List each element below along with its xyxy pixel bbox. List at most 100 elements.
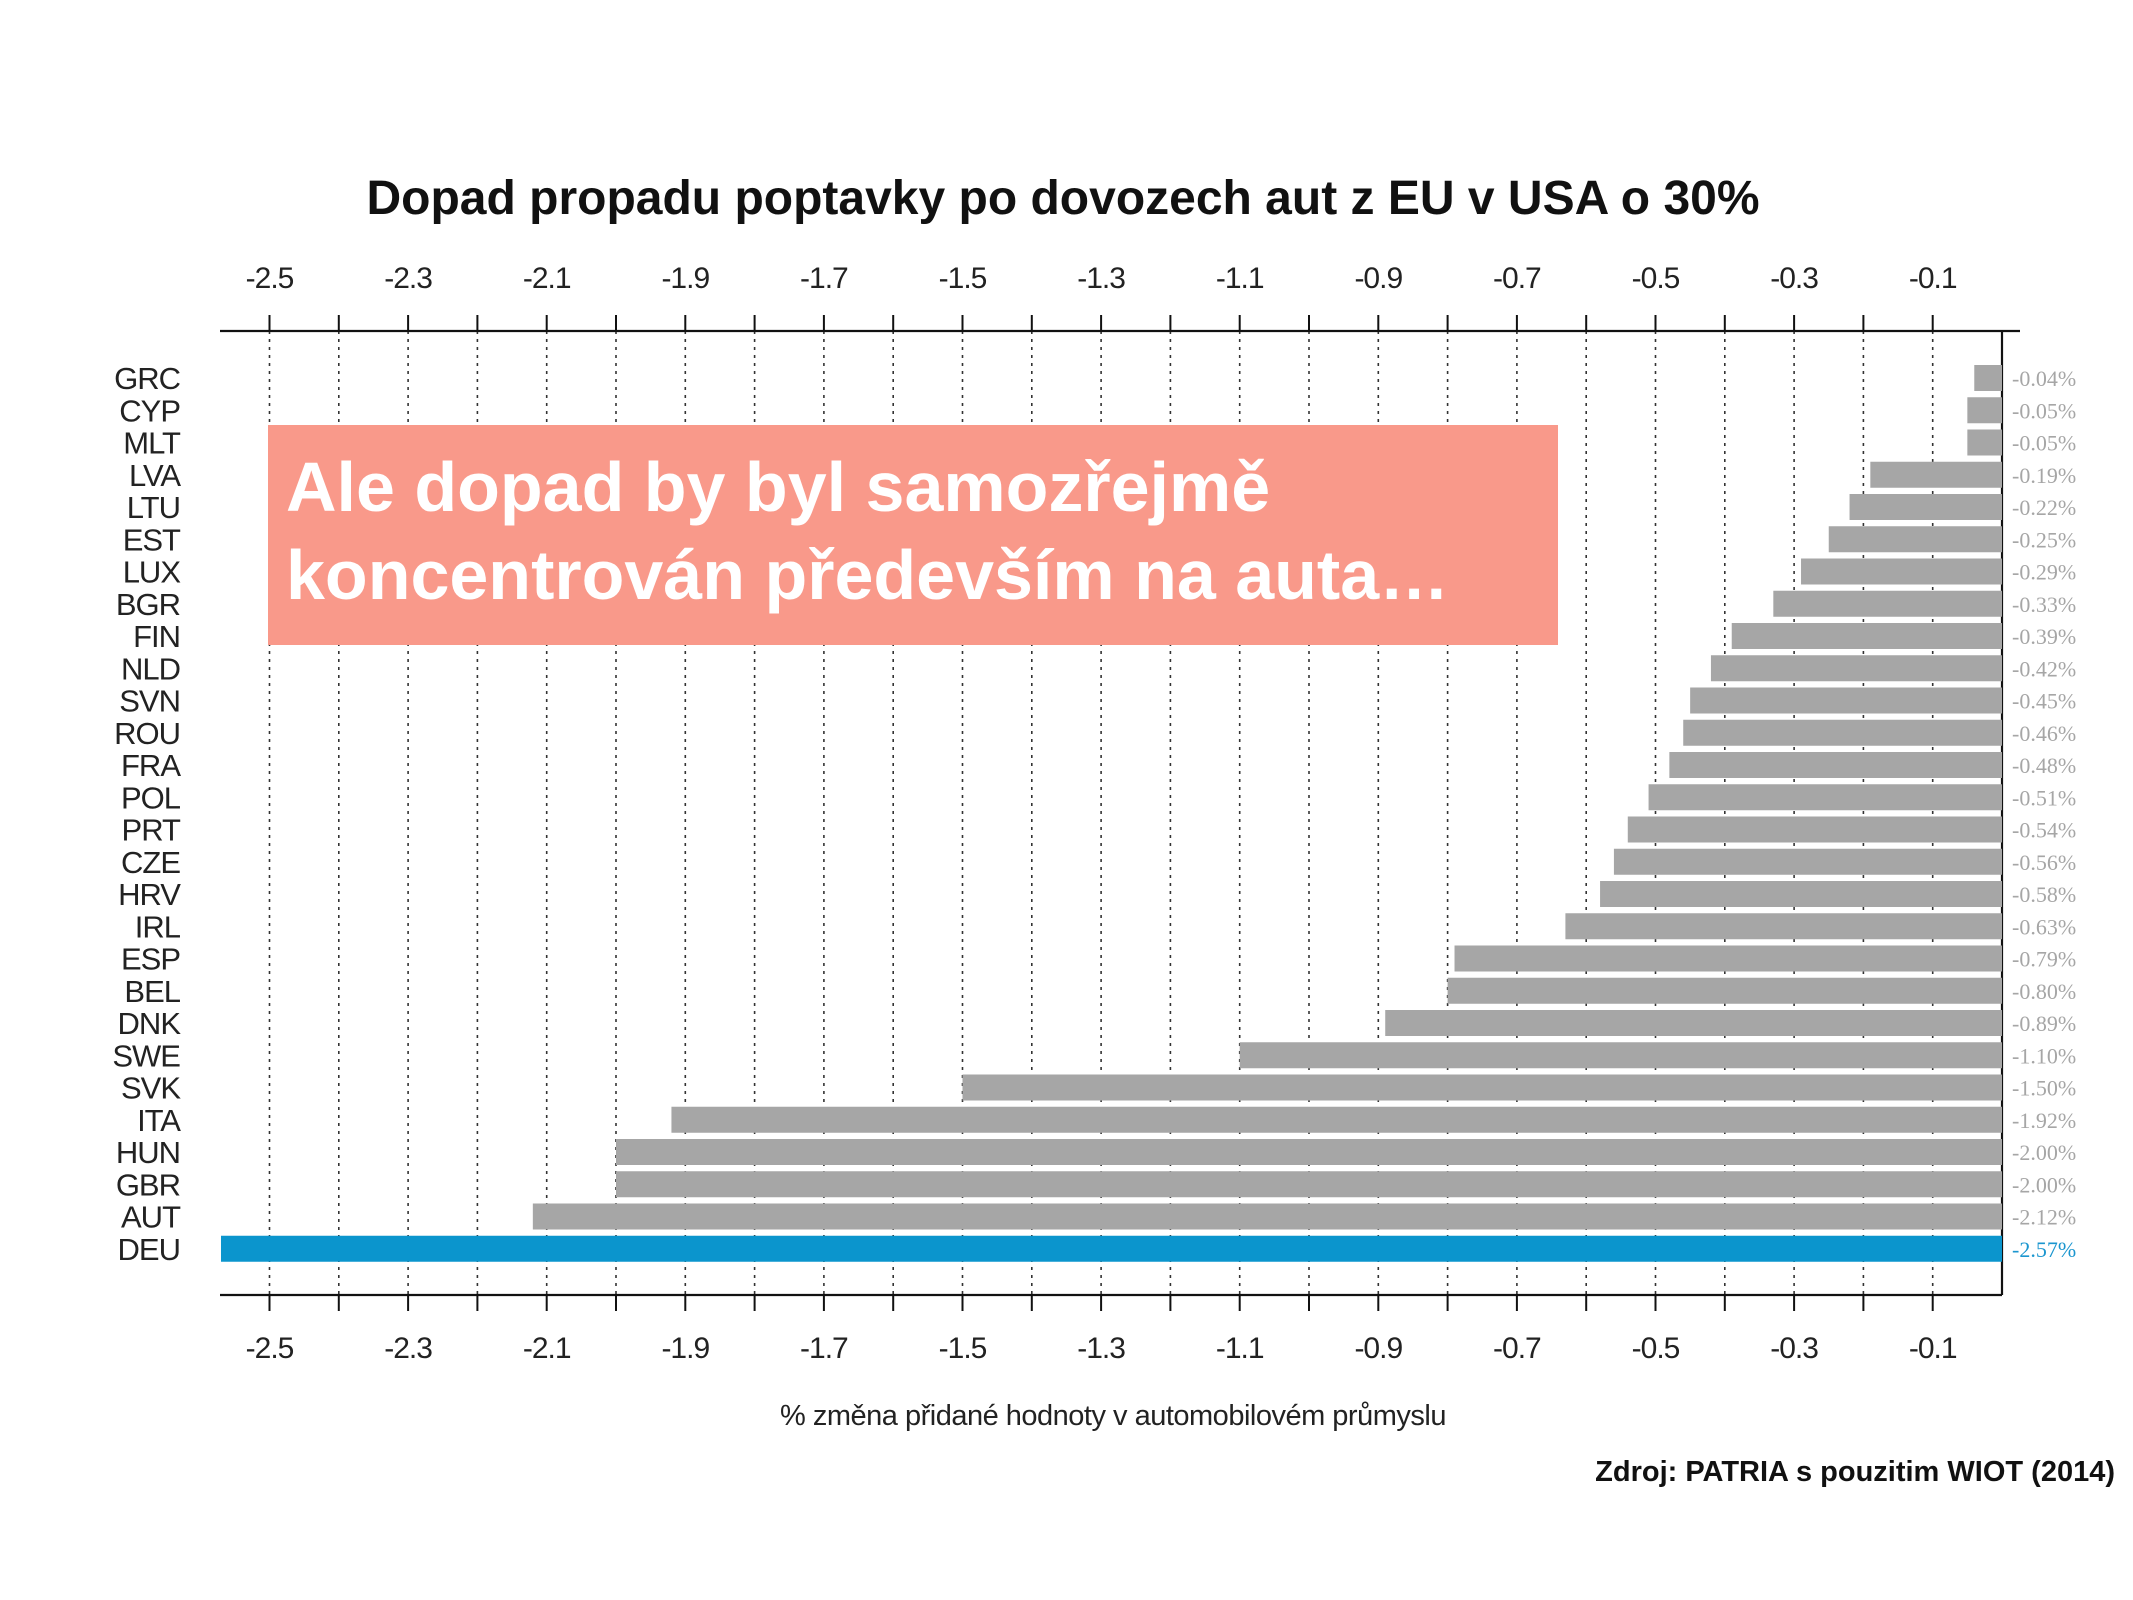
value-label: -2.12% bbox=[2012, 1205, 2076, 1230]
bar-bgr bbox=[1773, 590, 2002, 617]
value-label: -0.05% bbox=[2012, 398, 2076, 423]
category-label: GRC bbox=[114, 361, 181, 396]
category-label: MLT bbox=[123, 426, 181, 461]
bottom-tick-label: -1.9 bbox=[661, 1332, 709, 1365]
callout-box: Ale dopad by byl samozřejmě koncentrován… bbox=[268, 425, 1558, 645]
category-label: FRA bbox=[121, 748, 181, 783]
bottom-tick-label: -1.3 bbox=[1077, 1332, 1125, 1365]
category-label: ITA bbox=[137, 1103, 181, 1138]
top-tick-label: -2.5 bbox=[246, 262, 294, 295]
bar-est bbox=[1828, 526, 2002, 553]
top-tick-label: -1.7 bbox=[800, 262, 848, 295]
value-label: -0.46% bbox=[2012, 721, 2076, 746]
bar-gbr bbox=[616, 1171, 2002, 1198]
value-label: -2.57% bbox=[2012, 1237, 2076, 1262]
bottom-tick-label: -1.5 bbox=[939, 1332, 987, 1365]
bottom-tick-label: -0.1 bbox=[1909, 1332, 1957, 1365]
bar-fin bbox=[1731, 623, 2002, 649]
bar-svn bbox=[1690, 687, 2002, 714]
top-tick-label: -2.3 bbox=[384, 262, 432, 295]
category-label: IRL bbox=[135, 909, 181, 944]
value-label: -0.25% bbox=[2012, 527, 2076, 552]
category-label: BGR bbox=[116, 587, 180, 622]
x-axis-label: % změna přidané hodnoty v automobilovém … bbox=[780, 1400, 1446, 1432]
bottom-tick-label: -0.7 bbox=[1493, 1332, 1541, 1365]
axes: -2.5 -2.5 -2.3 -2.3 -2.1 -2.1 -1.9 -1.9 -1.7 -1.7… bbox=[220, 262, 2020, 1365]
value-label: -0.22% bbox=[2012, 495, 2076, 520]
bottom-tick-label: -2.5 bbox=[246, 1332, 294, 1365]
category-label: ROU bbox=[114, 716, 180, 751]
bottom-tick-label: -1.1 bbox=[1216, 1332, 1264, 1365]
category-label: SVK bbox=[121, 1071, 181, 1106]
value-label: -0.54% bbox=[2012, 818, 2076, 843]
category-label: PRT bbox=[122, 813, 182, 848]
top-tick-label: -1.1 bbox=[1216, 262, 1264, 295]
category-label: POL bbox=[121, 780, 181, 815]
value-label: -0.45% bbox=[2012, 689, 2076, 714]
category-label: SWE bbox=[112, 1038, 180, 1073]
category-label: HUN bbox=[116, 1135, 180, 1170]
bar-lux bbox=[1801, 558, 2002, 585]
bar-deu bbox=[220, 1235, 2003, 1262]
bar-fra bbox=[1669, 752, 2002, 778]
category-label: ESP bbox=[121, 942, 180, 977]
bar-hrv bbox=[1600, 881, 2002, 907]
value-label: -0.29% bbox=[2012, 560, 2076, 585]
bar-svk bbox=[962, 1074, 2002, 1101]
top-tick-label: -0.5 bbox=[1632, 262, 1680, 295]
value-label: -0.42% bbox=[2012, 656, 2076, 681]
top-tick-label: -0.3 bbox=[1770, 262, 1818, 295]
bar-mlt bbox=[1967, 429, 2002, 456]
bar-hun bbox=[616, 1139, 2002, 1165]
bar-ltu bbox=[1849, 494, 2002, 520]
chart-title: Dopad propadu poptavky po dovozech aut z… bbox=[366, 172, 1759, 225]
bar-lva bbox=[1870, 461, 2002, 488]
category-label: LUX bbox=[123, 555, 182, 590]
category-label: LTU bbox=[127, 490, 180, 525]
bottom-tick-label: -0.5 bbox=[1632, 1332, 1680, 1365]
category-label: DNK bbox=[118, 1006, 182, 1041]
value-label: -0.19% bbox=[2012, 463, 2076, 488]
category-label: BEL bbox=[124, 974, 180, 1009]
value-label: -0.58% bbox=[2012, 882, 2076, 907]
bar-ita bbox=[671, 1106, 2003, 1133]
value-label: -0.89% bbox=[2012, 1011, 2076, 1036]
bar-rou bbox=[1683, 719, 2002, 746]
bar-esp bbox=[1454, 945, 2002, 972]
category-label: CYP bbox=[119, 393, 180, 428]
value-label: -1.92% bbox=[2012, 1108, 2076, 1133]
bar-grc bbox=[1974, 365, 2002, 391]
bottom-tick-label: -2.3 bbox=[384, 1332, 432, 1365]
bottom-tick-label: -0.3 bbox=[1770, 1332, 1818, 1365]
top-tick-label: -1.9 bbox=[661, 262, 709, 295]
category-label: FIN bbox=[133, 619, 180, 654]
category-label: GBR bbox=[116, 1167, 180, 1202]
value-label: -0.39% bbox=[2012, 624, 2076, 649]
category-label: CZE bbox=[121, 845, 180, 880]
value-label: -2.00% bbox=[2012, 1172, 2076, 1197]
category-label: SVN bbox=[119, 684, 180, 719]
bottom-tick-label: -0.9 bbox=[1354, 1332, 1402, 1365]
value-label: -0.80% bbox=[2012, 979, 2076, 1004]
bar-pol bbox=[1648, 784, 2002, 811]
top-tick-label: -0.1 bbox=[1909, 262, 1957, 295]
bottom-tick-label: -2.1 bbox=[523, 1332, 571, 1365]
callout-line-1: Ale dopad by byl samozřejmě bbox=[286, 448, 1271, 526]
value-label: -0.05% bbox=[2012, 431, 2076, 456]
bar-cze bbox=[1613, 848, 2002, 875]
category-label: LVA bbox=[129, 458, 181, 493]
category-label: EST bbox=[123, 522, 181, 557]
category-label: AUT bbox=[121, 1200, 181, 1235]
bar-aut bbox=[532, 1203, 2002, 1230]
value-label: -0.63% bbox=[2012, 914, 2076, 939]
source-note: Zdroj: PATRIA s pouzitim WIOT (2014) bbox=[1595, 1456, 2115, 1488]
category-label: NLD bbox=[121, 651, 180, 686]
bar-cyp bbox=[1967, 397, 2002, 424]
value-label: -0.04% bbox=[2012, 366, 2076, 391]
category-label: DEU bbox=[118, 1232, 180, 1267]
bar-nld bbox=[1710, 655, 2002, 682]
bars bbox=[220, 365, 2003, 1262]
top-tick-label: -0.7 bbox=[1493, 262, 1541, 295]
value-label: -2.00% bbox=[2012, 1140, 2076, 1165]
